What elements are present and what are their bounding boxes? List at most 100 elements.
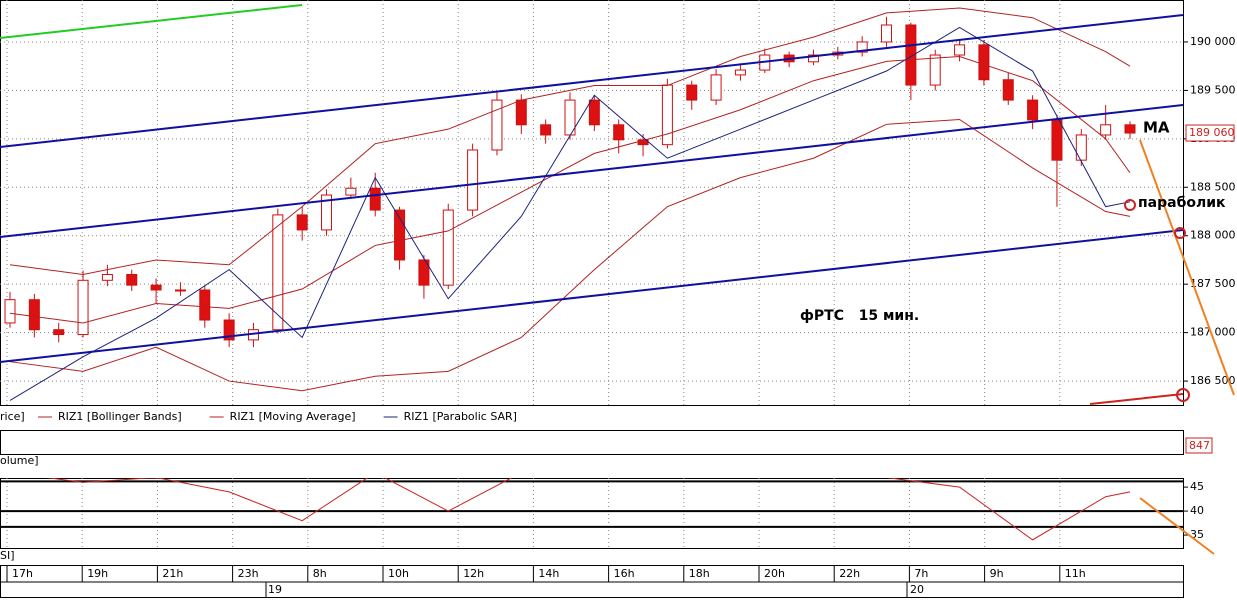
drawings bbox=[0, 4, 1183, 405]
y-tick-label: 188 500 bbox=[1190, 180, 1236, 193]
x-tick-label: 12h bbox=[463, 567, 484, 580]
indicator-line bbox=[9, 7, 1131, 275]
candle-body bbox=[905, 24, 917, 86]
candle-body bbox=[345, 187, 357, 196]
x-tick-label: 19h bbox=[87, 567, 108, 580]
x-tick-label: 14h bbox=[538, 567, 559, 580]
arrow bbox=[1139, 497, 1215, 555]
candle-body bbox=[442, 209, 454, 286]
candle-body bbox=[101, 273, 113, 281]
y-tick-label: 45 bbox=[1190, 480, 1204, 493]
candle-body bbox=[661, 84, 673, 146]
x-tick-label: 9h bbox=[990, 567, 1004, 580]
candle-body bbox=[807, 54, 819, 63]
candle-body bbox=[296, 214, 308, 231]
legend-item: RIZ1 [Moving Average] bbox=[230, 410, 356, 423]
candle-body bbox=[491, 99, 503, 151]
y-tick-label: 187 000 bbox=[1190, 326, 1236, 339]
x-tick-label: 22h bbox=[839, 567, 860, 580]
annotation: MA bbox=[1143, 119, 1170, 137]
x-tick-label: 10h bbox=[388, 567, 409, 580]
candle-body bbox=[394, 209, 406, 261]
marker bbox=[1174, 227, 1186, 239]
candle-body bbox=[954, 44, 966, 56]
candle-body bbox=[272, 214, 284, 331]
x-tick-label: 11h bbox=[1065, 567, 1086, 580]
candle-body bbox=[1051, 119, 1063, 161]
rsi-panel bbox=[0, 478, 1184, 549]
x-tick-label: 21h bbox=[162, 567, 183, 580]
y-tick-label: 186 500 bbox=[1190, 374, 1236, 387]
legend-item: SI] bbox=[0, 549, 15, 562]
legend-item: RIZ1 [Parabolic SAR] bbox=[404, 410, 517, 423]
legend-item: olume] bbox=[0, 454, 39, 467]
candle-body bbox=[710, 74, 722, 101]
candle-body bbox=[686, 84, 698, 101]
legend-item: rice] bbox=[0, 410, 25, 423]
candle-body bbox=[53, 329, 65, 336]
marker bbox=[1124, 199, 1136, 211]
annotation: параболик bbox=[1138, 195, 1226, 211]
rsi-plot bbox=[0, 478, 1183, 541]
marker bbox=[1176, 388, 1190, 402]
price-box bbox=[1185, 124, 1235, 142]
x-tick-label: 8h bbox=[313, 567, 327, 580]
candle-body bbox=[1100, 124, 1112, 136]
candle-body bbox=[856, 41, 868, 53]
trend-line bbox=[0, 4, 303, 39]
y-tick-label: 187 500 bbox=[1190, 277, 1236, 290]
price-label: 189 060 bbox=[1189, 126, 1235, 139]
candle-body bbox=[929, 54, 941, 86]
x-tick-label: 17h bbox=[12, 567, 33, 580]
indicator-line bbox=[9, 55, 1131, 324]
candle-body bbox=[77, 279, 89, 336]
volume-label: 847 bbox=[1189, 439, 1210, 452]
x-tick-label: 16h bbox=[614, 567, 635, 580]
annotation: фРТС 15 мин. bbox=[800, 308, 919, 324]
x-tick-label: 18h bbox=[689, 567, 710, 580]
candle-body bbox=[467, 149, 479, 211]
main-panel bbox=[0, 0, 1184, 406]
candle-body bbox=[1124, 124, 1136, 134]
y-tick-label: 35 bbox=[1190, 528, 1204, 541]
trend-line bbox=[1089, 393, 1183, 405]
volume-box bbox=[1185, 437, 1213, 454]
channel-line bbox=[0, 14, 1183, 148]
y-tick-label: 189 500 bbox=[1190, 83, 1236, 96]
candle-body bbox=[613, 124, 625, 141]
y-tick-label: 40 bbox=[1190, 504, 1204, 517]
volume-panel bbox=[0, 430, 1184, 455]
x-tick-label: 7h bbox=[914, 567, 928, 580]
date-label: 20 bbox=[910, 583, 924, 596]
candle-body bbox=[734, 69, 746, 76]
candle-body bbox=[978, 44, 990, 81]
candle-body bbox=[4, 299, 16, 324]
candle-body bbox=[223, 319, 235, 341]
rsi-line bbox=[46, 478, 1131, 541]
x-tick-label: 20h bbox=[764, 567, 785, 580]
y-tick-label: 188 000 bbox=[1190, 229, 1236, 242]
candle-body bbox=[369, 187, 381, 211]
candle-body bbox=[588, 99, 600, 126]
x-tick-label: 23h bbox=[238, 567, 259, 580]
candle-body bbox=[881, 24, 893, 43]
candle-body bbox=[540, 124, 552, 136]
candle-body bbox=[150, 284, 162, 291]
indicator-line bbox=[9, 118, 1131, 392]
candle-body bbox=[1002, 79, 1014, 101]
arrow bbox=[1139, 139, 1235, 396]
y-tick-label: 190 000 bbox=[1190, 35, 1236, 48]
candle-body bbox=[126, 273, 138, 286]
candle-body bbox=[515, 99, 527, 126]
candle-body bbox=[321, 194, 333, 231]
layers: 186 500 187 000 187 500 188 000 188 500 189 0… bbox=[0, 0, 1236, 582]
candle-body bbox=[1027, 99, 1039, 121]
legend-item: RIZ1 [Bollinger Bands] bbox=[58, 410, 182, 423]
date-label: 19 bbox=[268, 583, 282, 596]
channel-line bbox=[0, 104, 1183, 238]
candle-body bbox=[1075, 134, 1087, 161]
channel-line bbox=[0, 229, 1183, 363]
candle-body bbox=[418, 259, 430, 286]
indicator-line bbox=[9, 26, 1131, 401]
